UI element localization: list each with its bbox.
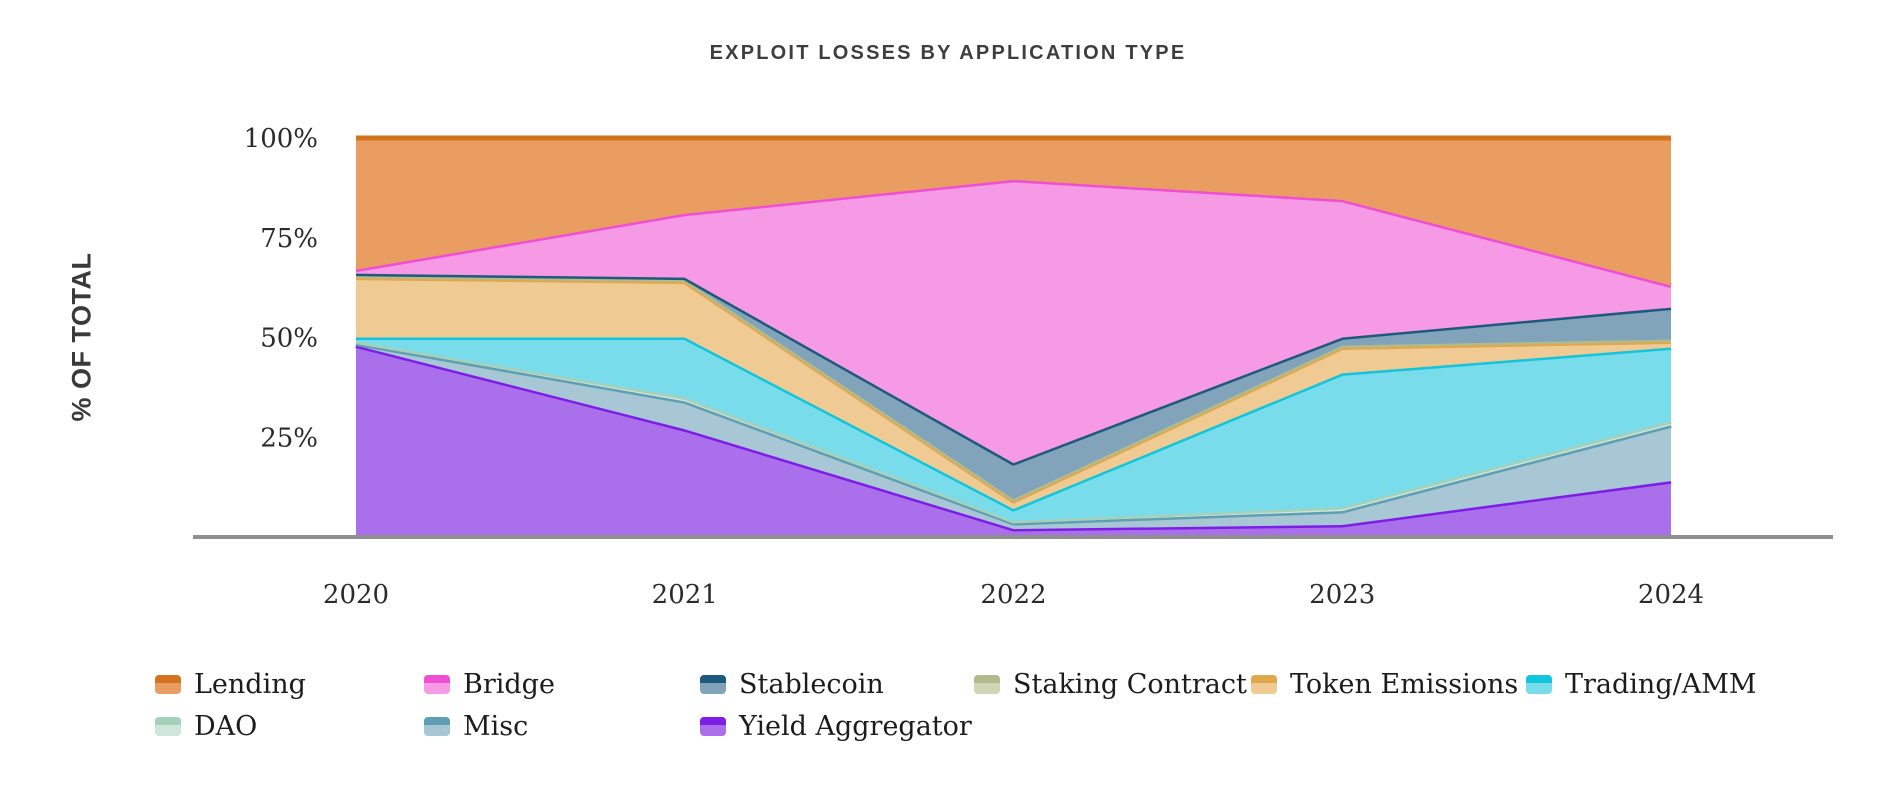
swatch-fill-color — [1251, 682, 1277, 694]
x-tick-2023: 2023 — [1309, 580, 1375, 610]
legend-label-trading-amm: Trading/AMM — [1565, 668, 1757, 700]
area-yield-aggregator — [356, 345, 1671, 537]
swatch-stroke-color — [424, 674, 450, 683]
legend-label-yield-aggregator: Yield Aggregator — [739, 710, 972, 742]
legend-label-staking-contract: Staking Contract — [1013, 668, 1247, 700]
legend-label-token-emissions: Token Emissions — [1290, 668, 1519, 700]
legend-swatch-stablecoin-icon — [700, 674, 726, 694]
legend-swatch-dao-icon — [155, 716, 181, 736]
legend-swatch-token-emissions-icon — [1251, 674, 1277, 694]
legend-label-misc: Misc — [463, 710, 529, 742]
legend-item-dao[interactable]: DAO — [155, 710, 257, 742]
legend-label-lending: Lending — [194, 668, 306, 700]
swatch-fill-color — [974, 682, 1000, 694]
swatch-stroke-color — [155, 716, 181, 725]
legend-swatch-lending-icon — [155, 674, 181, 694]
swatch-stroke-color — [155, 674, 181, 683]
legend-label-stablecoin: Stablecoin — [739, 668, 884, 700]
swatch-stroke-color — [1251, 674, 1277, 683]
chart-title: EXPLOIT LOSSES BY APPLICATION TYPE — [709, 42, 1187, 64]
legend-item-misc[interactable]: Misc — [424, 710, 528, 742]
legend-item-token-emissions[interactable]: Token Emissions — [1251, 668, 1518, 700]
swatch-fill-color — [155, 724, 181, 736]
legend-item-bridge[interactable]: Bridge — [424, 668, 555, 700]
area-trading-amm — [356, 337, 1671, 522]
swatch-fill-color — [155, 682, 181, 694]
legend-swatch-bridge-icon — [424, 674, 450, 694]
y-tick-100: 100% — [244, 124, 318, 154]
swatch-stroke-color — [424, 716, 450, 725]
area-lending — [356, 138, 1671, 286]
swatch-stroke-color — [974, 674, 1000, 683]
y-tick-50: 50% — [260, 324, 318, 354]
area-token-emissions — [356, 277, 1671, 510]
legend-item-lending[interactable]: Lending — [155, 668, 306, 700]
legend-label-bridge: Bridge — [463, 668, 555, 700]
swatch-fill-color — [424, 724, 450, 736]
x-tick-2020: 2020 — [323, 580, 389, 610]
legend-swatch-yield-aggregator-icon — [700, 716, 726, 736]
stacked-area-chart: 100% 75% 50% 25% 2020 2021 2022 2023 2024 — [193, 124, 1833, 610]
swatch-fill-color — [700, 724, 726, 736]
x-tick-2024: 2024 — [1638, 580, 1704, 610]
y-tick-25: 25% — [260, 423, 318, 453]
legend-item-staking-contract[interactable]: Staking Contract — [974, 668, 1247, 700]
legend-swatch-trading-amm-icon — [1526, 674, 1552, 694]
swatch-fill-color — [1526, 682, 1552, 694]
area-bridge — [356, 179, 1671, 464]
swatch-stroke-color — [1526, 674, 1552, 683]
legend-item-stablecoin[interactable]: Stablecoin — [700, 668, 884, 700]
legend-item-trading-amm[interactable]: Trading/AMM — [1526, 668, 1757, 700]
y-tick-75: 75% — [260, 224, 318, 254]
legend-item-yield-aggregator[interactable]: Yield Aggregator — [700, 710, 972, 742]
swatch-stroke-color — [700, 716, 726, 725]
swatch-stroke-color — [700, 674, 726, 683]
swatch-fill-color — [424, 682, 450, 694]
legend-swatch-misc-icon — [424, 716, 450, 736]
swatch-fill-color — [700, 682, 726, 694]
legend-swatch-staking-contract-icon — [974, 674, 1000, 694]
x-tick-2022: 2022 — [980, 580, 1046, 610]
legend-label-dao: DAO — [194, 710, 258, 742]
x-tick-2021: 2021 — [652, 580, 718, 610]
